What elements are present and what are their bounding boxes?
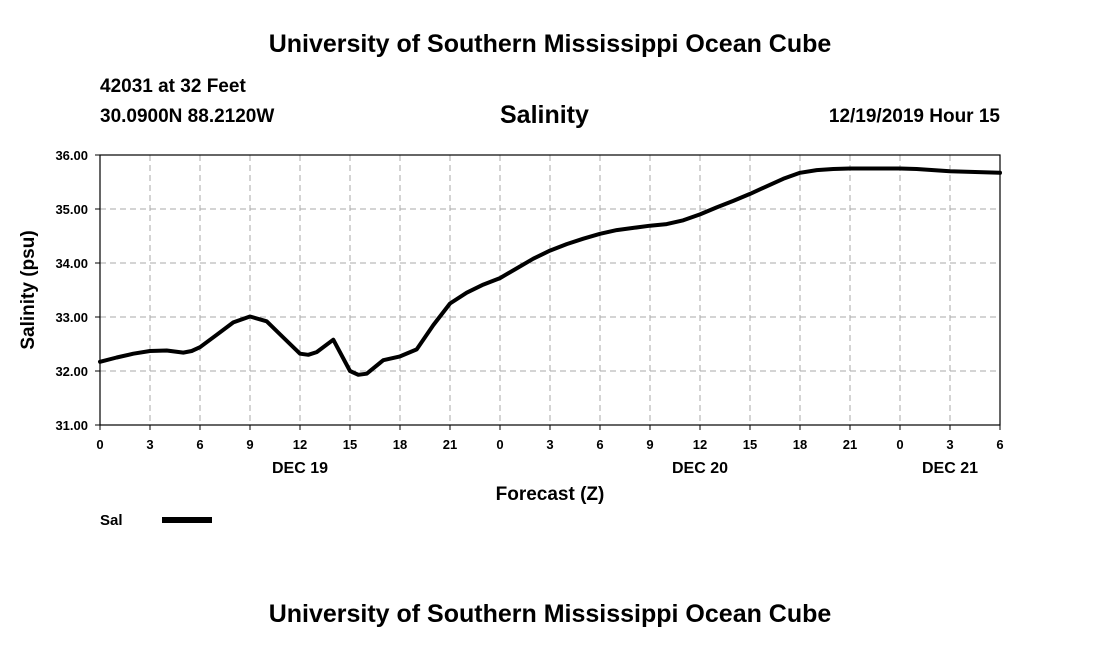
axis-ticks: 31.00 32.00 33.00 34.00 35.00 36.00 0 3 6 9 12 15 18… [55,148,1003,477]
x-tick-label: 0 [896,437,903,452]
x-axis-label: Forecast (Z) [496,484,605,505]
y-tick-label: 31.00 [55,418,88,433]
salinity-series-line [98,166,1002,377]
x-tick-label: 18 [793,437,807,452]
x-tick-label: 6 [596,437,603,452]
top-title: University of Southern Mississippi Ocean… [268,30,832,58]
x-tick-label: 15 [343,437,357,452]
forecast-datetime: 12/19/2019 Hour 15 [828,106,1000,127]
x-tick-label: 3 [946,437,953,452]
x-tick-label: 0 [96,437,103,452]
y-tick-label: 34.00 [55,256,88,271]
x-tick-label: 21 [443,437,457,452]
y-tick-label: 32.00 [55,364,88,379]
x-tick-label: 6 [196,437,203,452]
y-tick-label: 36.00 [55,148,88,163]
x-tick-label: 6 [996,437,1003,452]
date-label: DEC 21 [922,460,978,477]
date-label: DEC 19 [272,460,328,477]
x-tick-label: 12 [293,437,307,452]
y-tick-label: 35.00 [55,202,88,217]
date-label: DEC 20 [672,460,728,477]
station-label: 42031 at 32 Feet [100,76,246,97]
x-tick-label: 12 [693,437,707,452]
x-tick-label: 9 [246,437,253,452]
legend-label: Sal [100,512,123,529]
grid-lines [100,155,1000,425]
y-tick-label: 33.00 [55,310,88,325]
x-tick-label: 9 [646,437,653,452]
x-tick-label: 3 [546,437,553,452]
chart-title: Salinity [500,101,589,129]
coordinates-label: 30.0900N 88.2120W [100,106,275,127]
x-tick-label: 18 [393,437,407,452]
x-tick-label: 3 [146,437,153,452]
x-tick-label: 0 [496,437,503,452]
x-tick-label: 21 [843,437,857,452]
y-axis-label: Salinity (psu) [18,230,39,349]
x-tick-label: 15 [743,437,757,452]
bottom-title: University of Southern Mississippi Ocean… [268,600,832,628]
